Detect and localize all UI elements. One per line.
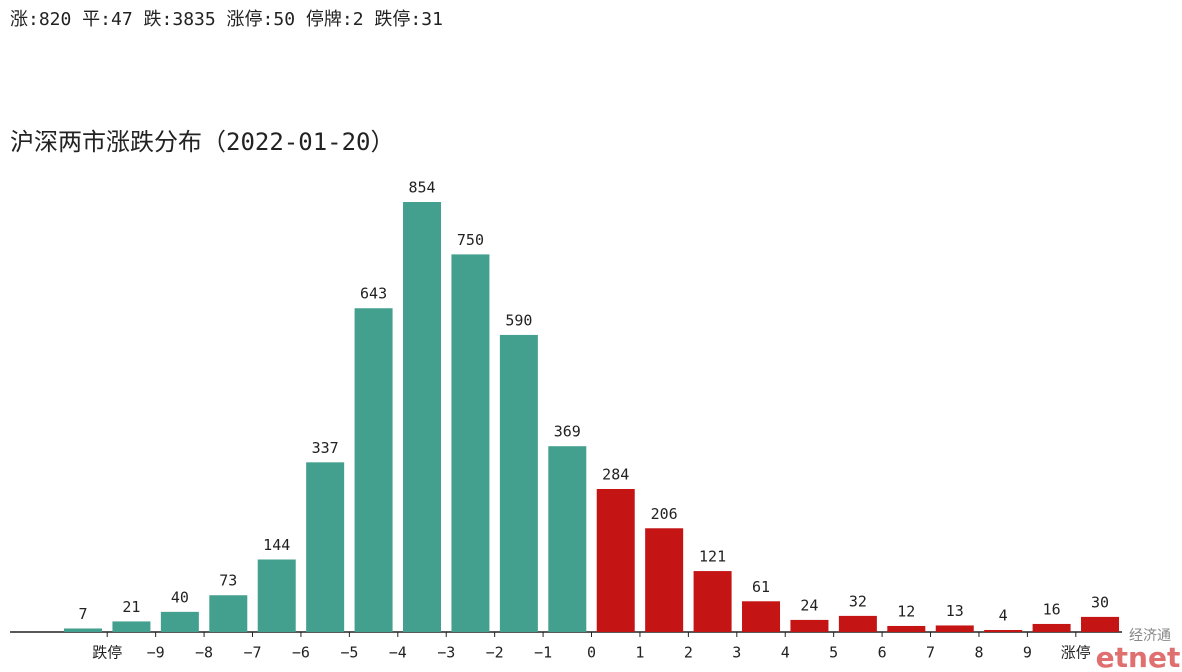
bar — [887, 625, 926, 632]
x-tick-label: 跌停 — [92, 644, 122, 662]
data-label: 643 — [360, 285, 387, 303]
x-tick-label: 2 — [684, 644, 693, 662]
x-tick-label: 7 — [926, 644, 935, 662]
bar — [790, 619, 829, 632]
x-tick-label: 0 — [587, 644, 596, 662]
x-tick-label: −9 — [147, 644, 165, 662]
data-label: 40 — [171, 588, 189, 606]
data-label: 32 — [849, 592, 867, 610]
bar — [838, 615, 877, 632]
data-label: 13 — [946, 602, 964, 620]
bar — [112, 621, 151, 632]
bar — [984, 629, 1023, 632]
x-tick-label: 涨停 — [1061, 644, 1091, 662]
data-label: 206 — [651, 505, 678, 523]
x-tick-label: 1 — [635, 644, 644, 662]
bar — [160, 611, 199, 632]
bar — [645, 528, 684, 632]
bar — [596, 489, 635, 632]
data-label: 73 — [219, 572, 237, 590]
data-label: 61 — [752, 578, 770, 596]
bar — [1032, 623, 1071, 632]
bar — [209, 595, 248, 632]
x-tick-label: −7 — [243, 644, 261, 662]
data-label: 121 — [699, 548, 726, 566]
data-label: 144 — [263, 536, 290, 554]
data-label: 4 — [999, 606, 1008, 624]
x-tick-label: −5 — [340, 644, 358, 662]
bar — [1081, 616, 1120, 632]
bar — [64, 628, 102, 632]
x-tick-label: 5 — [829, 644, 838, 662]
bar — [693, 571, 732, 632]
bar — [306, 462, 345, 632]
bar — [499, 334, 538, 632]
data-label: 854 — [408, 179, 435, 197]
data-label: 284 — [602, 466, 629, 484]
data-label: 7 — [78, 605, 87, 623]
data-label: 337 — [312, 439, 339, 457]
x-tick-label: −6 — [292, 644, 310, 662]
bar — [451, 254, 490, 632]
header-stats: 涨:820 平:47 跌:3835 涨停:50 停牌:2 跌停:31 — [10, 9, 443, 30]
bar — [354, 308, 393, 632]
data-label: 30 — [1091, 593, 1109, 611]
chart-title: 沪深两市涨跌分布（2022-01-20） — [10, 128, 395, 156]
data-label: 750 — [457, 231, 484, 249]
data-label: 21 — [122, 598, 140, 616]
bar — [403, 202, 442, 633]
bar — [257, 559, 296, 632]
bar — [742, 601, 781, 632]
watermark-cn: 经济通 — [1129, 628, 1171, 644]
x-tick-label: −1 — [534, 644, 552, 662]
x-tick-label: −8 — [195, 644, 213, 662]
data-label: 24 — [800, 596, 818, 614]
data-label: 16 — [1043, 600, 1061, 618]
data-label: 12 — [897, 602, 915, 620]
watermark-logo: etnet — [1096, 641, 1181, 672]
x-tick-label: 9 — [1023, 644, 1032, 662]
x-tick-label: −3 — [437, 644, 455, 662]
x-tick-label: 8 — [974, 644, 983, 662]
data-label: 369 — [554, 423, 581, 441]
data-label: 590 — [505, 311, 532, 329]
bar — [935, 625, 974, 632]
x-tick-label: −4 — [389, 644, 407, 662]
bar — [548, 446, 587, 632]
x-tick-label: 6 — [878, 644, 887, 662]
x-tick-label: 3 — [732, 644, 741, 662]
x-tick-label: −2 — [486, 644, 504, 662]
x-tick-label: 4 — [781, 644, 790, 662]
